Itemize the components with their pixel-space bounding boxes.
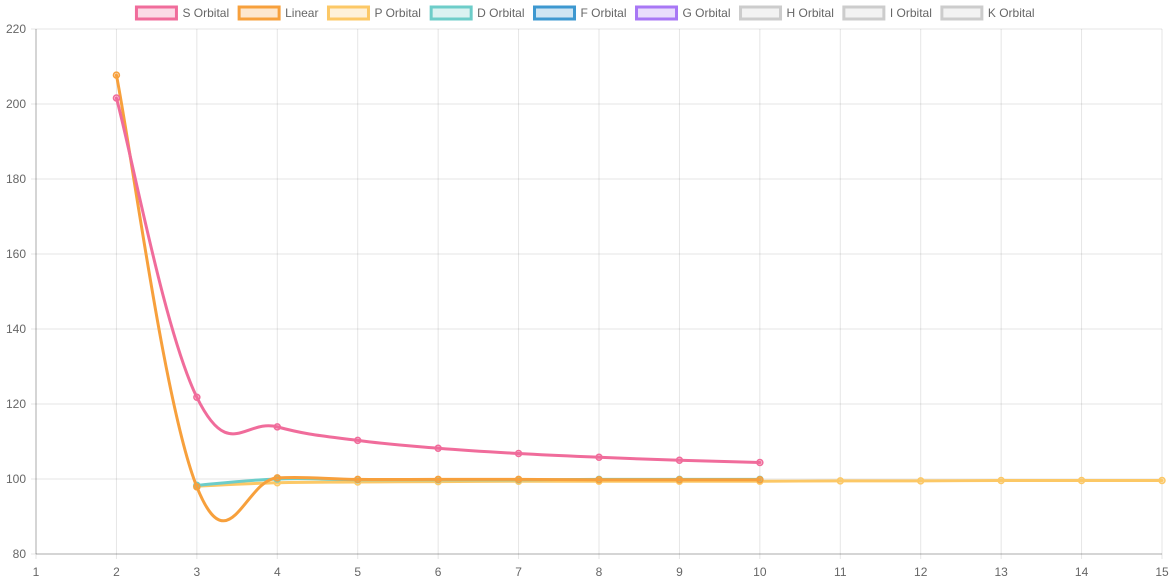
x-tick-label: 4 (274, 565, 281, 579)
y-tick-label: 180 (6, 172, 26, 186)
x-tick-label: 12 (914, 565, 928, 579)
y-tick-label: 220 (6, 22, 26, 36)
legend-swatch (429, 5, 473, 21)
x-tick-label: 14 (1075, 565, 1089, 579)
legend-item-s-orbital[interactable]: S Orbital (134, 5, 229, 21)
series-s-orbital (112, 94, 764, 467)
legend-label: D Orbital (477, 6, 524, 20)
x-tick-label: 1 (33, 565, 40, 579)
x-tick-label: 3 (194, 565, 201, 579)
y-tick-label: 140 (6, 322, 26, 336)
legend-item-p-orbital[interactable]: P Orbital (326, 5, 421, 21)
data-point (997, 476, 1005, 485)
data-point (434, 444, 442, 452)
data-point (353, 475, 362, 484)
data-point (193, 483, 201, 491)
legend-swatch (940, 5, 984, 21)
series-line (114, 96, 762, 464)
legend-label: P Orbital (374, 6, 420, 20)
data-point (353, 436, 362, 445)
data-point (193, 393, 201, 401)
data-point (434, 475, 442, 484)
x-tick-label: 11 (834, 565, 847, 579)
data-point (1077, 476, 1086, 485)
legend-item-i-orbital[interactable]: I Orbital (842, 5, 932, 21)
x-tick-label: 6 (435, 565, 442, 579)
legend-swatch (842, 5, 886, 21)
legend-label: S Orbital (182, 6, 229, 20)
y-tick-label: 120 (6, 397, 26, 411)
data-point (916, 477, 925, 485)
y-tick-label: 80 (13, 547, 27, 561)
legend-swatch (739, 5, 783, 21)
data-point (595, 476, 603, 484)
data-point (514, 475, 523, 484)
x-axis-ticks: 1 2 3 4 5 6 7 8 9 10 11 12 13 14 15 (33, 565, 1169, 579)
data-point (595, 453, 603, 461)
legend-swatch (134, 5, 178, 21)
x-tick-label: 15 (1155, 565, 1169, 579)
y-tick-label: 200 (6, 97, 26, 111)
legend-item-h-orbital[interactable]: H Orbital (739, 5, 834, 21)
data-point (514, 449, 523, 458)
x-tick-label: 2 (113, 565, 120, 579)
legend-label: G Orbital (683, 6, 731, 20)
data-point (836, 477, 845, 485)
x-tick-label: 10 (753, 565, 767, 579)
x-tick-label: 13 (994, 565, 1008, 579)
x-tick-label: 9 (676, 565, 683, 579)
data-point (675, 476, 684, 484)
chart-axes (35, 29, 1162, 555)
legend-item-f-orbital[interactable]: F Orbital (533, 5, 627, 21)
data-point (675, 456, 684, 464)
legend-item-g-orbital[interactable]: G Orbital (635, 5, 731, 21)
legend-label: Linear (285, 6, 318, 20)
legend-label: H Orbital (787, 6, 834, 20)
legend-label: K Orbital (988, 6, 1035, 20)
data-point (273, 423, 282, 431)
series-line (114, 73, 762, 523)
legend-label: F Orbital (581, 6, 627, 20)
x-tick-label: 5 (354, 565, 361, 579)
data-point (273, 474, 282, 482)
y-axis-ticks: 80 100 120 140 160 180 200 220 (6, 22, 26, 561)
y-tick-label: 160 (6, 247, 26, 261)
legend-item-linear[interactable]: Linear (237, 5, 318, 21)
data-point (1158, 476, 1166, 485)
legend-swatch (237, 5, 281, 21)
data-point (112, 71, 121, 79)
series-linear (112, 71, 764, 523)
y-tick-label: 100 (6, 472, 26, 486)
legend-label: I Orbital (890, 6, 932, 20)
chart-series (112, 71, 1166, 523)
data-point (756, 458, 764, 467)
chart-legend: S Orbital Linear P Orbital D Orbital F Orbit… (134, 5, 1035, 21)
legend-item-k-orbital[interactable]: K Orbital (940, 5, 1035, 21)
legend-item-d-orbital[interactable]: D Orbital (429, 5, 525, 21)
legend-swatch (635, 5, 679, 21)
x-tick-label: 7 (515, 565, 522, 579)
legend-swatch (326, 5, 370, 21)
data-point (112, 94, 121, 102)
x-tick-label: 8 (596, 565, 603, 579)
data-point (756, 476, 764, 484)
legend-swatch (533, 5, 577, 21)
